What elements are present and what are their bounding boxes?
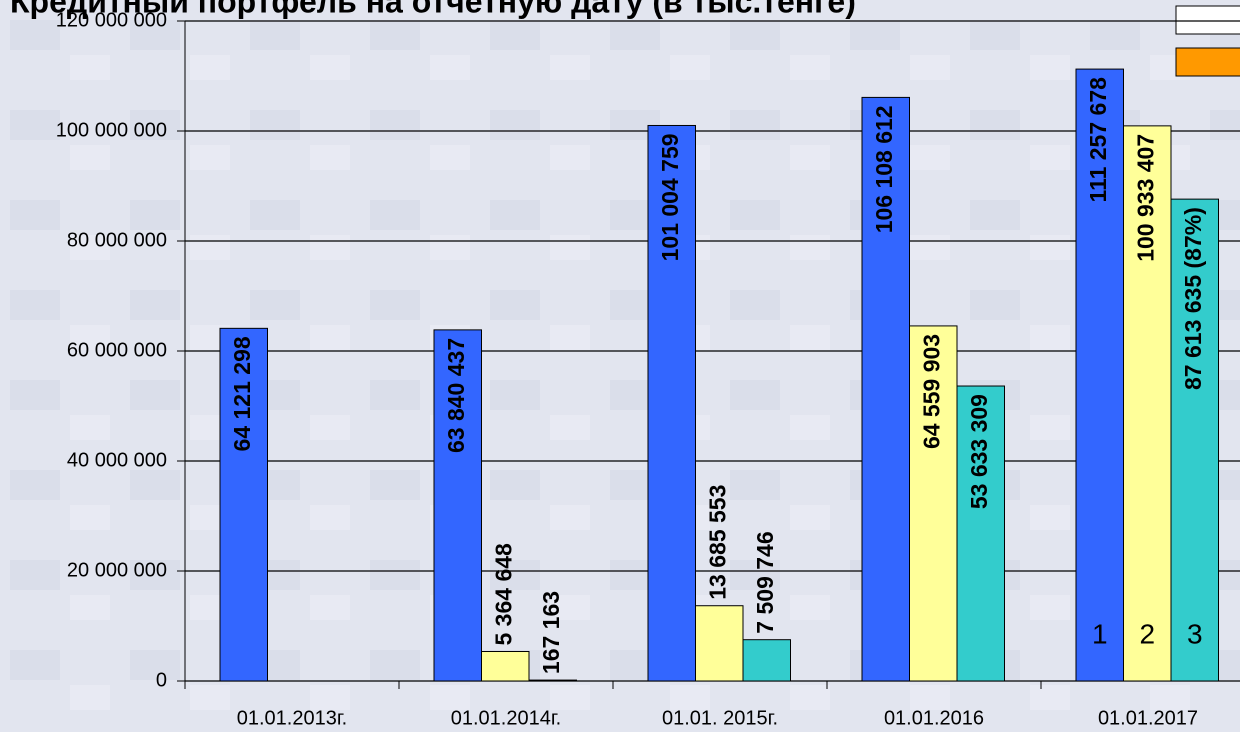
value-label: 111 257 678 (1085, 77, 1111, 203)
value-label: 64 121 298 (229, 336, 255, 451)
x-tick-label: 01.01.2016 (884, 707, 984, 729)
legend-swatch (1175, 47, 1240, 77)
value-label: 87 613 635 (87%) (1180, 207, 1206, 390)
bar (742, 639, 791, 682)
legend-swatch (1175, 5, 1240, 35)
bar (647, 124, 696, 682)
bar (1170, 198, 1219, 682)
bar (481, 650, 530, 682)
value-label: 63 840 437 (443, 338, 469, 453)
value-label: 64 559 903 (918, 334, 944, 449)
value-label: 101 004 759 (657, 133, 683, 261)
value-label: 7 509 746 (752, 531, 778, 633)
annotation: 2 (1139, 618, 1155, 649)
value-label: 5 364 648 (490, 543, 516, 646)
value-label: 53 633 309 (966, 394, 992, 509)
bar (695, 605, 744, 682)
chart-title: Кредитный портфель на отчетную дату (в т… (10, 0, 856, 19)
x-tick-label: 01.01.2017 (1098, 707, 1198, 729)
annotation: 3 (1187, 618, 1203, 649)
x-tick-label: 01.01. 2015г. (662, 707, 778, 729)
value-label: 13 685 553 (704, 485, 730, 600)
bar (1075, 68, 1124, 682)
y-tick-label: 80 000 000 (67, 229, 167, 251)
x-tick-label: 01.01.2014г. (451, 707, 562, 729)
bar (1123, 125, 1172, 682)
y-tick-label: 20 000 000 (67, 559, 167, 581)
value-label: 106 108 612 (871, 105, 897, 233)
value-label: 100 933 407 (1132, 134, 1158, 262)
y-tick-label: 100 000 000 (56, 119, 167, 141)
annotation: 1 (1092, 618, 1108, 649)
bar (956, 385, 1005, 682)
bar (219, 327, 268, 682)
y-tick-label: 60 000 000 (67, 339, 167, 361)
value-label: 167 163 (538, 591, 564, 674)
y-tick-label: 120 000 000 (56, 9, 167, 31)
y-tick-label: 0 (156, 669, 167, 691)
y-tick-label: 40 000 000 (67, 449, 167, 471)
x-tick-label: 01.01.2013г. (237, 707, 348, 729)
